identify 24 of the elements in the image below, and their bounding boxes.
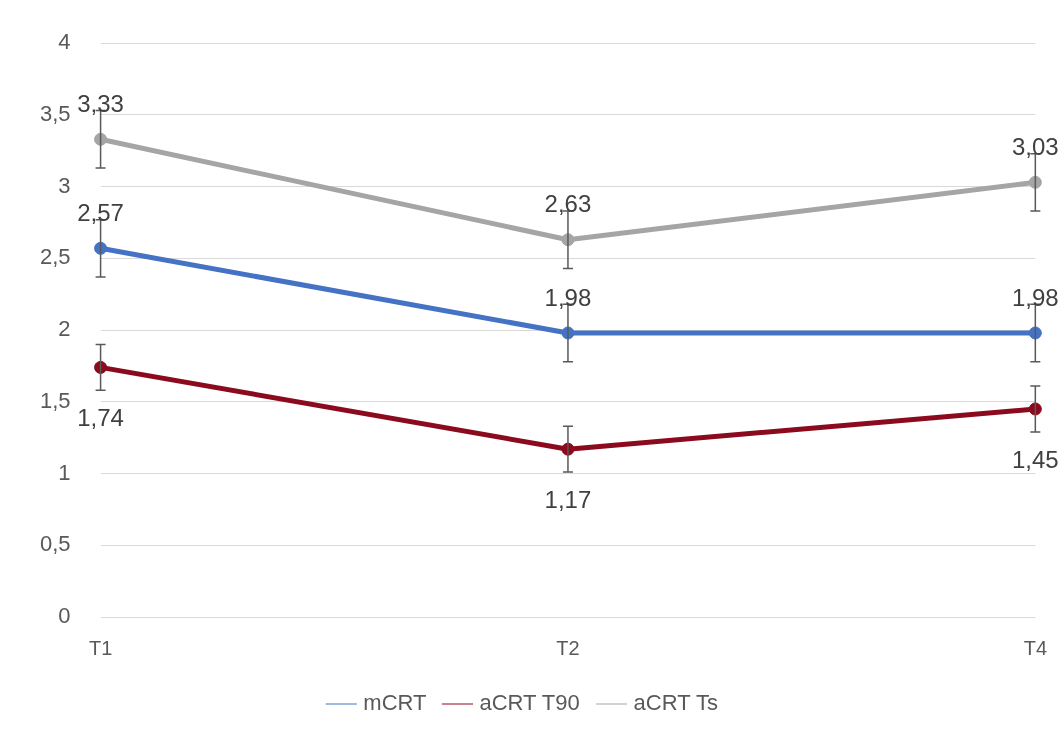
legend-label: aCRT Ts: [633, 690, 718, 716]
y-tick-label: 1: [58, 459, 71, 485]
y-tick-label: 4: [58, 29, 71, 55]
y-tick-label: 0: [58, 603, 71, 629]
x-tick-label: T4: [1023, 636, 1047, 659]
y-tick-label: 2,5: [39, 244, 71, 270]
data-label: 3,03: [1011, 132, 1059, 160]
y-tick-label: 0,5: [39, 531, 71, 557]
y-tick-label: 2: [58, 316, 71, 342]
data-label: 2,57: [77, 198, 124, 226]
data-label: 1,17: [544, 485, 592, 513]
data-label: 3,33: [77, 89, 124, 117]
legend-label: aCRT T90: [479, 690, 580, 716]
y-tick-label: 3: [58, 172, 71, 198]
x-tick-label: T2: [556, 636, 580, 659]
legend-label: mCRT: [363, 690, 427, 716]
x-tick-label: T1: [88, 636, 113, 659]
data-label: 1,74: [77, 404, 124, 432]
data-label: 2,63: [544, 190, 592, 218]
data-label: 1,45: [1011, 445, 1059, 473]
y-tick-label: 3,5: [39, 100, 71, 126]
data-label: 1,98: [544, 283, 592, 311]
y-tick-label: 1,5: [39, 387, 71, 413]
data-label: 1,98: [1011, 283, 1059, 311]
